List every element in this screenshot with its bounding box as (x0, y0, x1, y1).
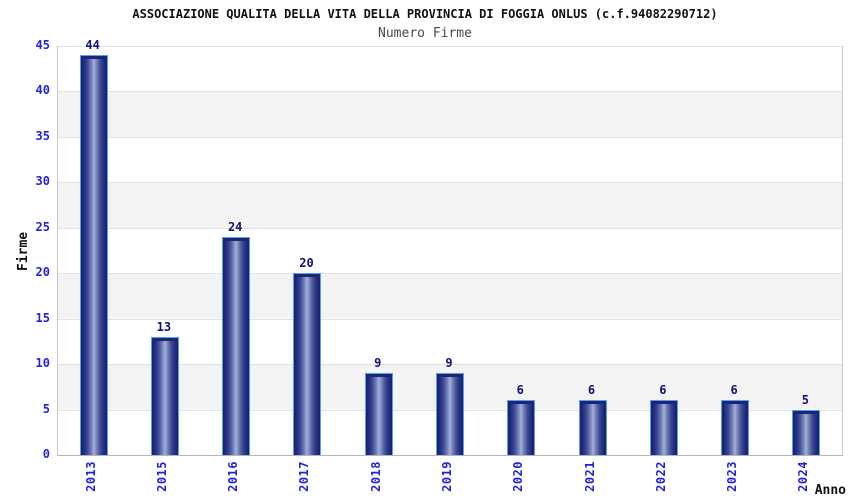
bar-top-cap (80, 56, 107, 60)
bar-value-label: 24 (227, 219, 243, 234)
bar (578, 400, 607, 455)
x-tick-label: 2023 (725, 461, 740, 492)
gridline (58, 364, 842, 366)
x-tick-label: 2024 (796, 461, 811, 492)
bar-top-cap (223, 237, 250, 241)
bar-value-label: 20 (299, 256, 314, 271)
bar (507, 400, 536, 455)
y-tick-label: 20 (35, 265, 50, 280)
bar (150, 336, 179, 455)
gridline (58, 136, 842, 138)
bar-value-label: 6 (659, 383, 667, 398)
bar-top-cap (722, 401, 749, 405)
y-tick-label: 25 (35, 219, 50, 234)
y-tick-label: 15 (35, 310, 50, 325)
gridline (58, 91, 842, 93)
bar-value-label: 9 (445, 356, 453, 371)
y-tick-label: 5 (42, 401, 50, 416)
x-tick-label: 2020 (511, 461, 526, 492)
gridline (58, 227, 842, 229)
plot-area (57, 46, 843, 456)
bar (293, 273, 322, 455)
bar-value-label: 9 (374, 356, 382, 371)
x-tick-label: 2013 (83, 461, 98, 492)
bar-value-label: 6 (587, 383, 596, 398)
x-tick-label: 2022 (653, 461, 668, 492)
gridline (58, 46, 842, 47)
y-tick-label: 30 (35, 174, 50, 189)
x-tick-label: 2016 (226, 461, 241, 492)
x-tick-label: 2021 (582, 461, 597, 492)
bar-top-cap (650, 401, 677, 405)
bar-value-label: 5 (801, 392, 809, 407)
bar-top-cap (294, 274, 321, 278)
bar-top-cap (437, 374, 463, 378)
x-tick-label: 2019 (440, 461, 454, 492)
x-axis-label: Anno (814, 483, 846, 498)
y-tick-label: 40 (35, 83, 50, 98)
bar-value-label: 44 (85, 38, 100, 53)
bar (436, 373, 464, 455)
y-tick-label: 0 (42, 447, 50, 461)
gridline (58, 273, 842, 275)
bar-value-label: 13 (156, 319, 172, 334)
bar-value-label: 6 (516, 383, 524, 398)
y-tick-label: 10 (35, 356, 50, 371)
y-tick-label: 45 (35, 38, 50, 52)
gridline (58, 318, 842, 320)
bar-top-cap (508, 401, 535, 405)
bar (222, 236, 251, 455)
bar-top-cap (365, 374, 392, 378)
bar-value-label: 6 (730, 383, 738, 398)
bar-top-cap (151, 337, 178, 341)
bar-top-cap (579, 401, 606, 405)
x-tick-label: 2018 (368, 461, 383, 492)
y-tick-label: 35 (35, 128, 50, 143)
chart-subtitle: Numero Firme (378, 26, 472, 41)
bar (79, 55, 108, 455)
x-tick-label: 2017 (297, 461, 312, 492)
bar-top-cap (793, 410, 820, 414)
bar (792, 409, 821, 455)
bar (649, 400, 678, 455)
bar (364, 373, 393, 455)
x-tick-label: 2015 (154, 461, 169, 492)
gridline (58, 182, 842, 184)
chart-title: ASSOCIAZIONE QUALITA DELLA VITA DELLA PR… (132, 7, 718, 21)
bar (721, 400, 750, 455)
